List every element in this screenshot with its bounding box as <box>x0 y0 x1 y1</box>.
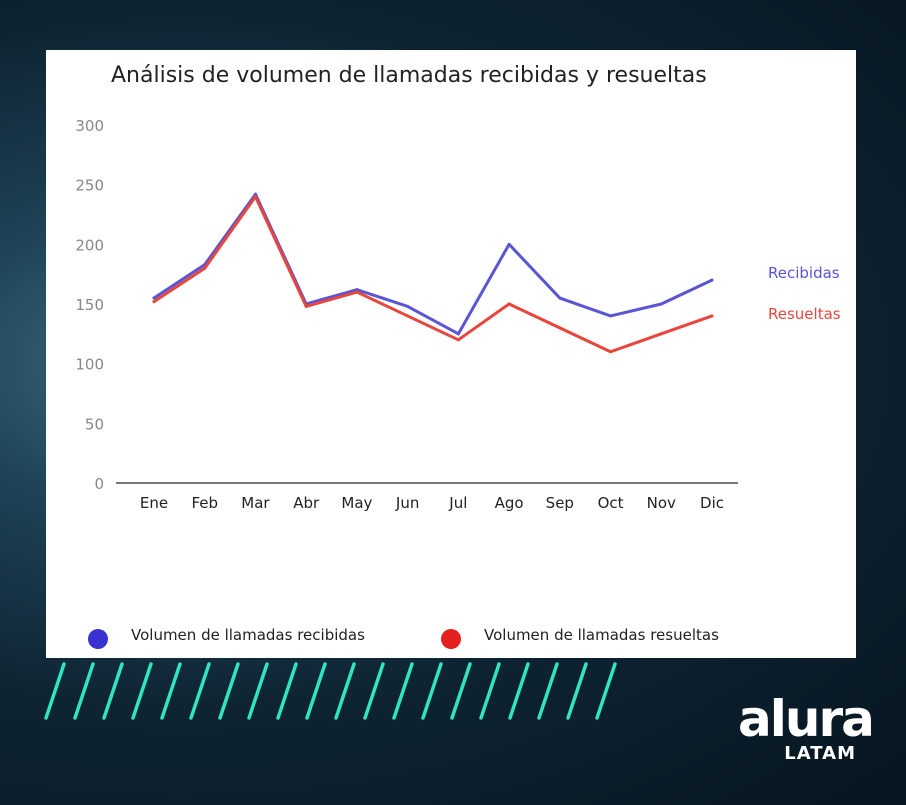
data-point <box>355 290 359 294</box>
y-tick-label: 100 <box>75 356 104 374</box>
data-point <box>659 332 663 336</box>
series-line-1 <box>152 192 714 336</box>
y-tick-label: 200 <box>75 236 104 254</box>
data-point <box>609 314 613 318</box>
series-line-2 <box>152 195 714 354</box>
stripe <box>73 662 95 720</box>
y-tick-label: 250 <box>75 177 104 195</box>
y-tick-label: 150 <box>75 296 104 314</box>
data-point <box>304 304 308 308</box>
y-tick-label: 300 <box>75 117 104 135</box>
data-point <box>456 338 460 342</box>
x-tick-label: Jul <box>448 494 467 512</box>
data-point <box>558 296 562 300</box>
series-end-label: Resueltas <box>768 305 841 323</box>
data-point <box>152 296 156 300</box>
stripe <box>247 662 269 720</box>
x-tick-label: May <box>341 494 372 512</box>
data-point <box>609 350 613 354</box>
stripe <box>218 662 240 720</box>
data-point <box>710 278 714 282</box>
stripe <box>363 662 385 720</box>
x-tick-label: Mar <box>241 494 270 512</box>
x-tick-label: Feb <box>191 494 218 512</box>
stripe <box>479 662 501 720</box>
data-point <box>558 326 562 330</box>
data-point <box>710 314 714 318</box>
alura-latam-logo: alura LATAM <box>738 690 875 774</box>
data-point <box>406 304 410 308</box>
stripe <box>421 662 443 720</box>
stripe <box>595 662 617 720</box>
x-tick-label: Dic <box>700 494 724 512</box>
series-end-label: Recibidas <box>768 264 840 282</box>
x-tick-label: Sep <box>546 494 574 512</box>
stripe <box>189 662 211 720</box>
stripe <box>160 662 182 720</box>
chart-card: Análisis de volumen de llamadas recibida… <box>46 50 856 658</box>
y-tick-label: 50 <box>85 415 104 433</box>
stripe <box>305 662 327 720</box>
x-tick-label: Jun <box>395 494 419 512</box>
stripe <box>334 662 356 720</box>
stripe <box>508 662 530 720</box>
data-point <box>203 266 207 270</box>
data-point <box>507 242 511 246</box>
logo-subtext: LATAM <box>784 743 856 764</box>
data-point <box>659 302 663 306</box>
chart-title: Análisis de volumen de llamadas recibida… <box>111 63 707 88</box>
line-chart: Análisis de volumen de llamadas recibida… <box>75 63 841 649</box>
stripe <box>276 662 298 720</box>
stripe <box>566 662 588 720</box>
x-tick-label: Oct <box>598 494 624 512</box>
x-tick-label: Ago <box>495 494 524 512</box>
legend-label: Volumen de llamadas recibidas <box>131 626 365 644</box>
legend-label: Volumen de llamadas resueltas <box>484 626 719 644</box>
stripe <box>537 662 559 720</box>
legend-marker <box>88 629 108 649</box>
data-point <box>456 332 460 336</box>
data-point <box>253 195 257 199</box>
data-point <box>406 314 410 318</box>
stripe <box>44 662 66 720</box>
data-point <box>355 288 359 292</box>
data-point <box>507 302 511 306</box>
x-tick-label: Nov <box>647 494 676 512</box>
legend-marker <box>441 629 461 649</box>
y-tick-label: 0 <box>94 475 104 493</box>
logo-text: alura <box>738 690 875 748</box>
x-tick-label: Ene <box>140 494 168 512</box>
stripe <box>450 662 472 720</box>
stripe <box>131 662 153 720</box>
data-point <box>253 192 257 196</box>
stripe <box>392 662 414 720</box>
stripe <box>102 662 124 720</box>
data-point <box>152 300 156 304</box>
x-tick-label: Abr <box>293 494 320 512</box>
decorative-stripes <box>44 662 617 720</box>
